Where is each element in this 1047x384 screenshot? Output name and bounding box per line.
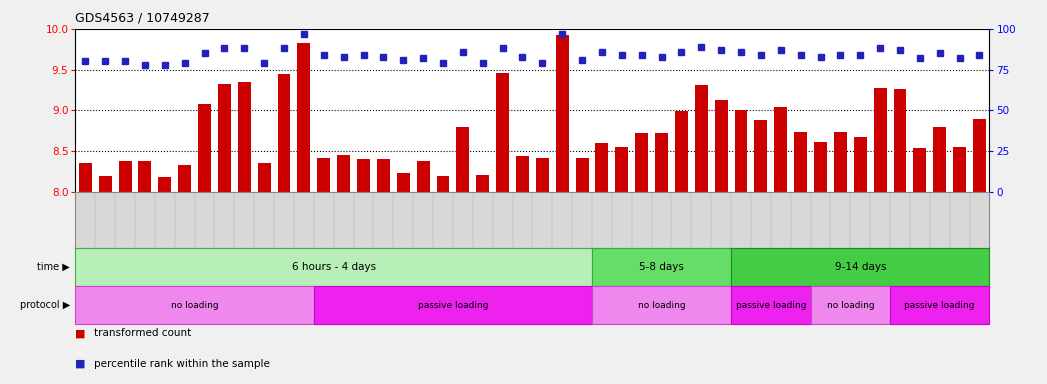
Bar bbox=[973, 119, 986, 192]
Bar bbox=[516, 156, 529, 192]
Text: passive loading: passive loading bbox=[736, 301, 806, 310]
Bar bbox=[695, 85, 708, 192]
Bar bbox=[437, 177, 449, 192]
Bar bbox=[636, 133, 648, 192]
Text: 6 hours - 4 days: 6 hours - 4 days bbox=[292, 262, 376, 272]
Bar bbox=[933, 127, 946, 192]
Text: no loading: no loading bbox=[171, 301, 219, 310]
Bar bbox=[913, 148, 927, 192]
Bar bbox=[873, 88, 887, 192]
Bar bbox=[496, 73, 509, 192]
Bar bbox=[735, 111, 748, 192]
Bar bbox=[576, 158, 588, 192]
Bar bbox=[314, 286, 592, 324]
Text: percentile rank within the sample: percentile rank within the sample bbox=[94, 359, 270, 369]
Bar bbox=[357, 159, 370, 192]
Text: passive loading: passive loading bbox=[905, 301, 975, 310]
Bar bbox=[890, 286, 989, 324]
Bar bbox=[178, 165, 192, 192]
Bar bbox=[731, 286, 810, 324]
Bar bbox=[810, 286, 890, 324]
Bar bbox=[258, 163, 270, 192]
Bar bbox=[377, 159, 389, 192]
Text: 9-14 days: 9-14 days bbox=[834, 262, 886, 272]
Bar bbox=[397, 173, 409, 192]
Bar bbox=[79, 164, 92, 192]
Bar bbox=[616, 147, 628, 192]
Bar bbox=[731, 248, 989, 286]
Bar bbox=[138, 161, 152, 192]
Text: protocol ▶: protocol ▶ bbox=[20, 300, 70, 310]
Bar bbox=[158, 177, 172, 192]
Text: 5-8 days: 5-8 days bbox=[639, 262, 684, 272]
Bar bbox=[317, 158, 330, 192]
Bar bbox=[297, 43, 310, 192]
Bar bbox=[853, 137, 867, 192]
Bar bbox=[476, 175, 489, 192]
Bar bbox=[592, 248, 731, 286]
Text: passive loading: passive loading bbox=[418, 301, 488, 310]
Bar bbox=[953, 147, 966, 192]
Text: ■: ■ bbox=[75, 359, 86, 369]
Bar bbox=[833, 132, 847, 192]
Bar bbox=[592, 286, 731, 324]
Bar bbox=[337, 155, 350, 192]
Bar bbox=[456, 127, 469, 192]
Bar bbox=[715, 100, 728, 192]
Bar bbox=[893, 89, 907, 192]
Text: ■: ■ bbox=[75, 328, 86, 338]
Bar bbox=[775, 107, 787, 192]
Bar bbox=[218, 84, 231, 192]
Bar bbox=[795, 132, 807, 192]
Bar bbox=[655, 133, 668, 192]
Bar bbox=[277, 74, 290, 192]
Bar bbox=[536, 158, 549, 192]
Text: no loading: no loading bbox=[826, 301, 874, 310]
Bar bbox=[75, 248, 592, 286]
Text: no loading: no loading bbox=[638, 301, 686, 310]
Bar bbox=[556, 35, 569, 192]
Bar bbox=[755, 120, 767, 192]
Bar bbox=[75, 286, 314, 324]
Bar bbox=[596, 143, 608, 192]
Bar bbox=[417, 161, 429, 192]
Bar bbox=[238, 82, 250, 192]
Bar bbox=[675, 111, 688, 192]
Bar bbox=[198, 104, 211, 192]
Bar bbox=[815, 142, 827, 192]
Bar bbox=[98, 177, 112, 192]
Text: transformed count: transformed count bbox=[94, 328, 192, 338]
Text: GDS4563 / 10749287: GDS4563 / 10749287 bbox=[75, 12, 210, 25]
Bar bbox=[118, 161, 132, 192]
Text: time ▶: time ▶ bbox=[38, 262, 70, 272]
